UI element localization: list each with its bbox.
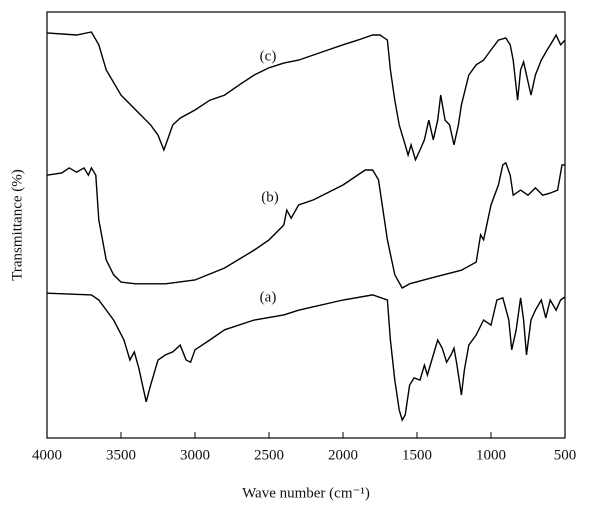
x-tick-label: 4000	[32, 447, 62, 463]
x-tick-label: 1500	[402, 447, 432, 463]
x-axis-label: Wave number (cm⁻¹)	[242, 485, 370, 501]
spectrum-line	[46, 31, 566, 162]
spectrum-line	[46, 161, 565, 289]
x-tick-label: 2500	[254, 447, 284, 463]
plot-frame	[46, 11, 566, 439]
x-tick-label: 3000	[180, 447, 210, 463]
x-tick-label: 1000	[476, 447, 506, 463]
x-tick-label: 3500	[106, 447, 136, 463]
x-tick-label: 2000	[328, 447, 358, 463]
curve-label: (b)	[261, 189, 279, 205]
curve-label: (a)	[260, 289, 277, 305]
x-tick-label: 500	[554, 447, 577, 463]
y-axis-label: Transmittance (%)	[9, 169, 25, 281]
spectrum-line	[46, 292, 566, 422]
curve-label: (c)	[260, 48, 277, 64]
